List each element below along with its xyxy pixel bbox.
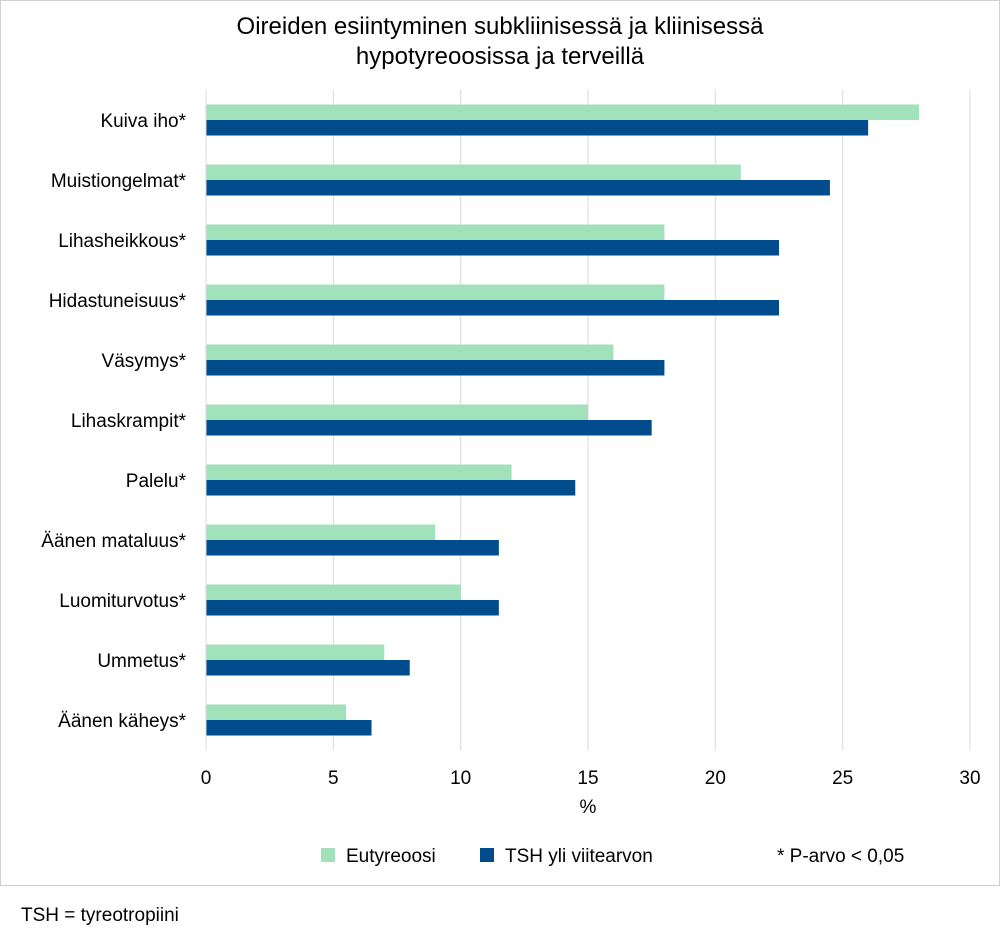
- chart-frame: [0, 0, 1000, 886]
- bar-s0-4: [206, 344, 614, 360]
- bar-s1-6: [206, 480, 576, 496]
- bar-s0-9: [206, 644, 385, 660]
- chart-title-line-1: Oireiden esiintyminen subkliinisessä ja …: [236, 13, 764, 40]
- chart-title: Oireiden esiintyminen subkliinisessä ja …: [0, 12, 1000, 72]
- legend-swatch-1: [480, 848, 494, 862]
- category-label-6: Palelu*: [126, 471, 187, 492]
- bar-s0-8: [206, 584, 461, 600]
- footnote: TSH = tyreotropiini: [21, 905, 179, 926]
- bar-s1-9: [206, 660, 410, 676]
- x-tick-label-0: 0: [201, 768, 212, 789]
- category-label-1: Muistiongelmat*: [51, 171, 187, 192]
- legend-label-1: TSH yli viitearvon: [505, 846, 653, 867]
- bar-s1-3: [206, 300, 779, 316]
- category-label-9: Ummetus*: [97, 651, 186, 672]
- p-value-annotation: * P-arvo < 0,05: [777, 846, 904, 867]
- bar-s0-3: [206, 284, 665, 300]
- bar-s1-4: [206, 360, 665, 376]
- bar-s0-5: [206, 404, 588, 420]
- category-label-8: Luomiturvotus*: [59, 591, 186, 612]
- legend-swatch-0: [321, 848, 335, 862]
- category-label-0: Kuiva iho*: [100, 111, 186, 132]
- bar-s1-0: [206, 120, 869, 136]
- category-label-10: Äänen käheys*: [58, 711, 186, 732]
- category-label-3: Hidastuneisuus*: [49, 291, 187, 312]
- chart-title-line-2: hypotyreoosissa ja terveillä: [355, 43, 645, 70]
- bar-s0-6: [206, 464, 512, 480]
- bar-s1-7: [206, 540, 499, 556]
- bar-s1-5: [206, 420, 652, 436]
- bar-s0-0: [206, 104, 920, 120]
- category-label-2: Lihasheikkous*: [58, 231, 186, 252]
- category-label-5: Lihaskrampit*: [71, 411, 187, 432]
- legend-label-0: Eutyreoosi: [346, 846, 436, 867]
- bar-s1-10: [206, 720, 372, 736]
- bar-s1-8: [206, 600, 499, 616]
- bar-s0-10: [206, 704, 347, 720]
- bar-s0-7: [206, 524, 436, 540]
- bar-s1-2: [206, 240, 779, 256]
- x-tick-label-4: 20: [705, 768, 726, 789]
- x-tick-label-1: 5: [328, 768, 339, 789]
- bar-s1-1: [206, 180, 830, 196]
- bar-s0-2: [206, 224, 665, 240]
- category-label-7: Äänen mataluus*: [41, 531, 186, 552]
- category-label-4: Väsymys*: [102, 351, 187, 372]
- x-axis-title: %: [580, 797, 597, 818]
- x-tick-label-3: 15: [577, 768, 598, 789]
- x-tick-label-6: 30: [959, 768, 980, 789]
- x-tick-label-5: 25: [832, 768, 853, 789]
- bar-s0-1: [206, 164, 741, 180]
- x-tick-label-2: 10: [450, 768, 471, 789]
